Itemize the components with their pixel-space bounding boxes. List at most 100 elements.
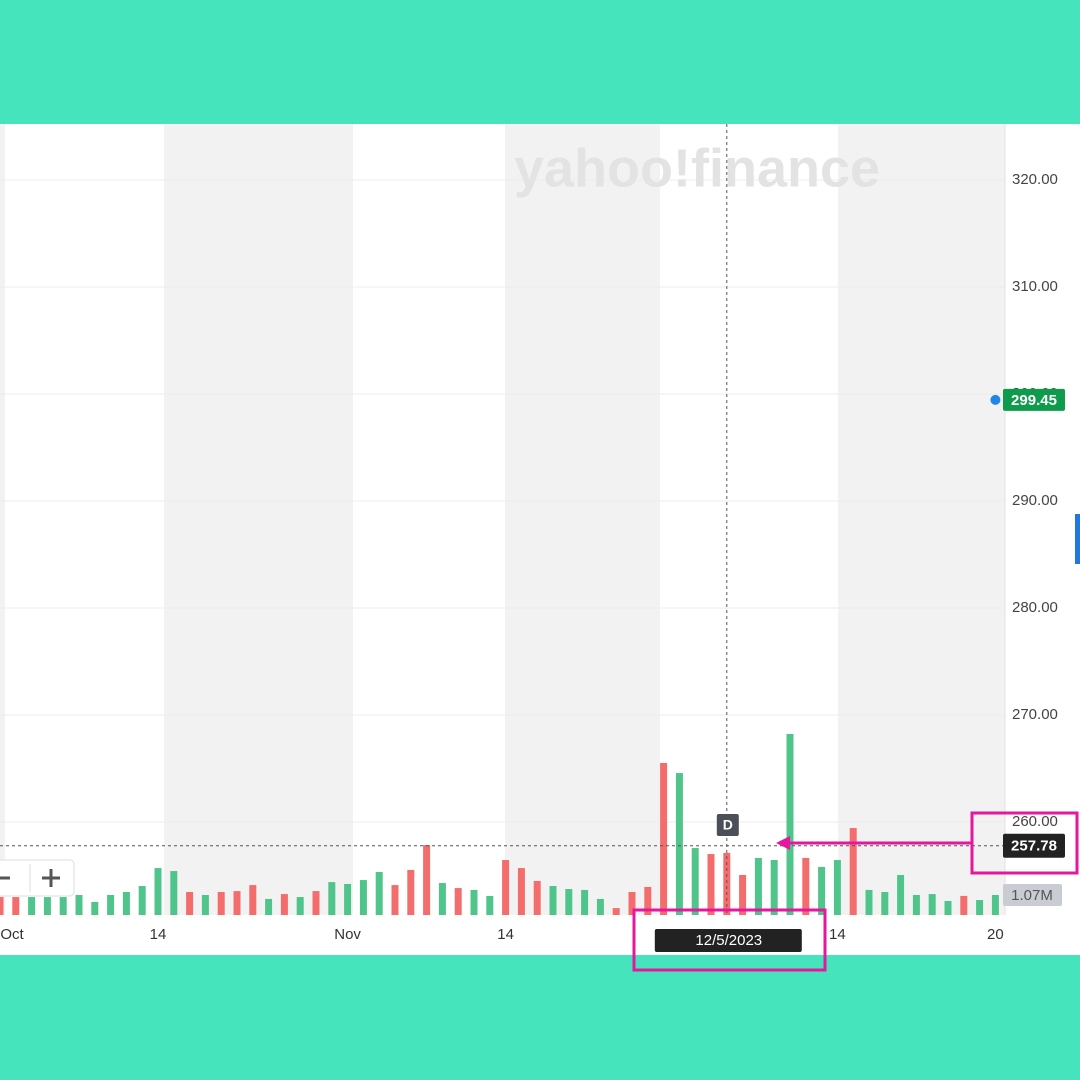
watermark: yahoo!finance <box>514 138 880 198</box>
volume-bar <box>976 900 984 915</box>
y-tick-label: 320.00 <box>1012 171 1058 188</box>
crosshair-date-box <box>654 929 802 952</box>
zoom-in-icon[interactable] <box>42 869 60 887</box>
volume-bar <box>43 897 51 915</box>
volume-bar <box>581 889 589 915</box>
volume-bar <box>438 883 446 915</box>
volume-bar <box>486 895 494 915</box>
volume-bar <box>754 857 762 915</box>
y-tick-label: 280.00 <box>1012 599 1058 616</box>
volume-bar <box>612 908 620 915</box>
volume-bar <box>312 891 320 915</box>
zoom-controls[interactable] <box>0 859 75 897</box>
event-marker-box[interactable] <box>716 814 739 836</box>
volume-bar <box>454 888 462 915</box>
crosshair-value-label: 257.78 <box>1011 838 1057 855</box>
volume-bar <box>186 891 194 915</box>
crosshair-date-label: 12/5/2023 <box>695 932 762 949</box>
volume-bar <box>707 854 715 915</box>
plot <box>0 124 1005 915</box>
volume-bar <box>91 901 99 915</box>
volume-bar <box>59 897 67 915</box>
y-tick-label: 260.00 <box>1012 813 1058 830</box>
highlight-box <box>632 908 827 972</box>
period-band <box>505 124 660 915</box>
volume-bar <box>770 860 778 915</box>
x-tick-label: Nov <box>334 926 361 943</box>
y-tick-label: 290.00 <box>1012 492 1058 509</box>
volume-bar <box>881 891 889 915</box>
volume-bar <box>960 895 968 915</box>
y-tick-label: 310.00 <box>1012 278 1058 295</box>
volume-bar <box>28 897 36 915</box>
volume-bar <box>849 828 857 915</box>
volume-bar <box>75 894 83 915</box>
volume-bar <box>596 898 604 915</box>
volume-bar <box>233 891 241 915</box>
volume-bar <box>628 891 636 915</box>
volume-bar <box>170 871 178 915</box>
volume-bar <box>12 897 20 915</box>
volume-bar <box>865 889 873 915</box>
y-tick-label: 270.00 <box>1012 706 1058 723</box>
volume-bar <box>565 889 573 915</box>
period-band <box>838 124 1005 915</box>
volume-bar <box>375 871 383 915</box>
volume-bar <box>201 894 209 915</box>
volume-bar <box>344 883 352 915</box>
volume-bar <box>517 868 525 915</box>
volume-bar <box>660 762 668 915</box>
volume-bar <box>644 886 652 915</box>
volume-bar <box>723 852 731 915</box>
volume-bar <box>107 894 115 915</box>
volume-bar <box>391 885 399 915</box>
volume-bar <box>359 880 367 915</box>
volume-bar <box>296 897 304 915</box>
volume-bar <box>407 869 415 915</box>
grid <box>0 179 1005 823</box>
volume-bar <box>691 848 699 915</box>
x-tick-label: 14 <box>497 926 514 943</box>
x-tick-label: 14 <box>150 926 167 943</box>
volume-bar <box>265 898 273 915</box>
x-tick-label: 20 <box>987 926 1004 943</box>
volume-label-box <box>1003 883 1062 906</box>
last-price-box <box>1003 388 1065 411</box>
crosshair-value-box <box>1003 833 1065 858</box>
volume-bar <box>549 886 557 915</box>
period-band <box>0 124 5 915</box>
volume-bar <box>122 891 130 915</box>
volume-bar <box>154 868 162 915</box>
volume-bar <box>928 894 936 915</box>
period-band <box>164 124 353 915</box>
volume-bar <box>533 880 541 915</box>
volume-bar <box>802 857 810 915</box>
volume-bar <box>138 886 146 915</box>
volume-bar <box>675 773 683 915</box>
last-price-label: 299.45 <box>1011 392 1057 409</box>
volume-bar <box>786 733 794 915</box>
side-tab[interactable] <box>1075 514 1080 564</box>
labels: 260.00270.00280.00290.00300.00310.00320.… <box>0 171 1065 952</box>
volume-bar <box>280 894 288 915</box>
last-price-dot <box>990 394 1001 405</box>
volume-bar <box>739 874 747 915</box>
volume-bar <box>944 900 952 915</box>
volume-bar <box>897 874 905 915</box>
volume-label: 1.07M <box>1011 887 1053 904</box>
volume-bar <box>818 866 826 915</box>
volume-bar <box>0 897 4 915</box>
x-tick-label: 14 <box>829 926 846 943</box>
volume-bar <box>502 860 510 915</box>
volume-bar <box>328 882 336 915</box>
volume-bar <box>217 891 225 915</box>
volume-bar <box>249 885 257 915</box>
volume-bar <box>833 860 841 915</box>
event-marker[interactable]: D <box>723 817 733 833</box>
volume-bar <box>991 894 999 915</box>
volume-bar <box>912 894 920 915</box>
volume-bar <box>423 845 431 915</box>
x-tick-label: Oct <box>0 926 24 943</box>
